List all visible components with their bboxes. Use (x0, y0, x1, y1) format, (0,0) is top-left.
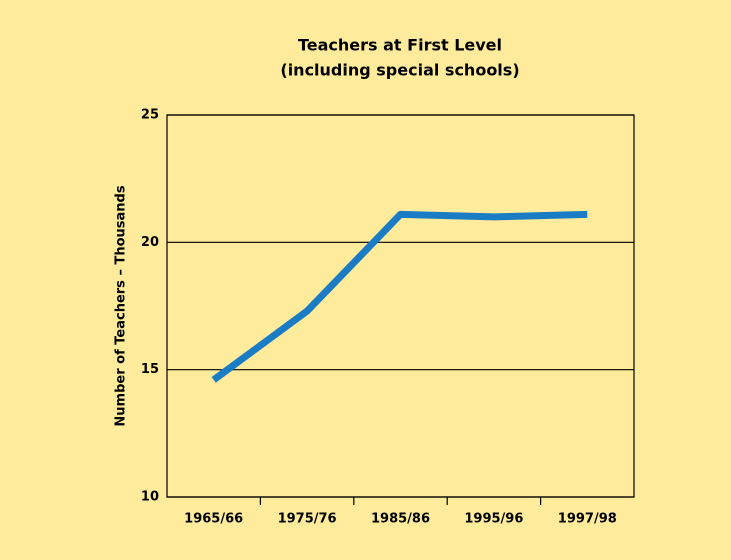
data-line (211, 210, 588, 383)
x-tick-label: 1995/96 (464, 512, 523, 527)
x-tick-label: 1985/86 (371, 512, 430, 527)
y-tick-label: 20 (141, 235, 159, 250)
x-tick-label: 1975/76 (278, 512, 337, 527)
x-tick-label: 1997/98 (558, 512, 617, 527)
chart-title: Teachers at First Level (298, 36, 502, 55)
y-tick-label: 15 (141, 362, 159, 377)
y-axis-label: Number of Teachers – Thousands (114, 185, 129, 426)
x-tick-label: 1965/66 (184, 512, 243, 527)
y-tick-label: 25 (141, 108, 159, 123)
chart-subtitle: (including special schools) (280, 61, 519, 80)
y-tick-label: 10 (141, 490, 159, 505)
